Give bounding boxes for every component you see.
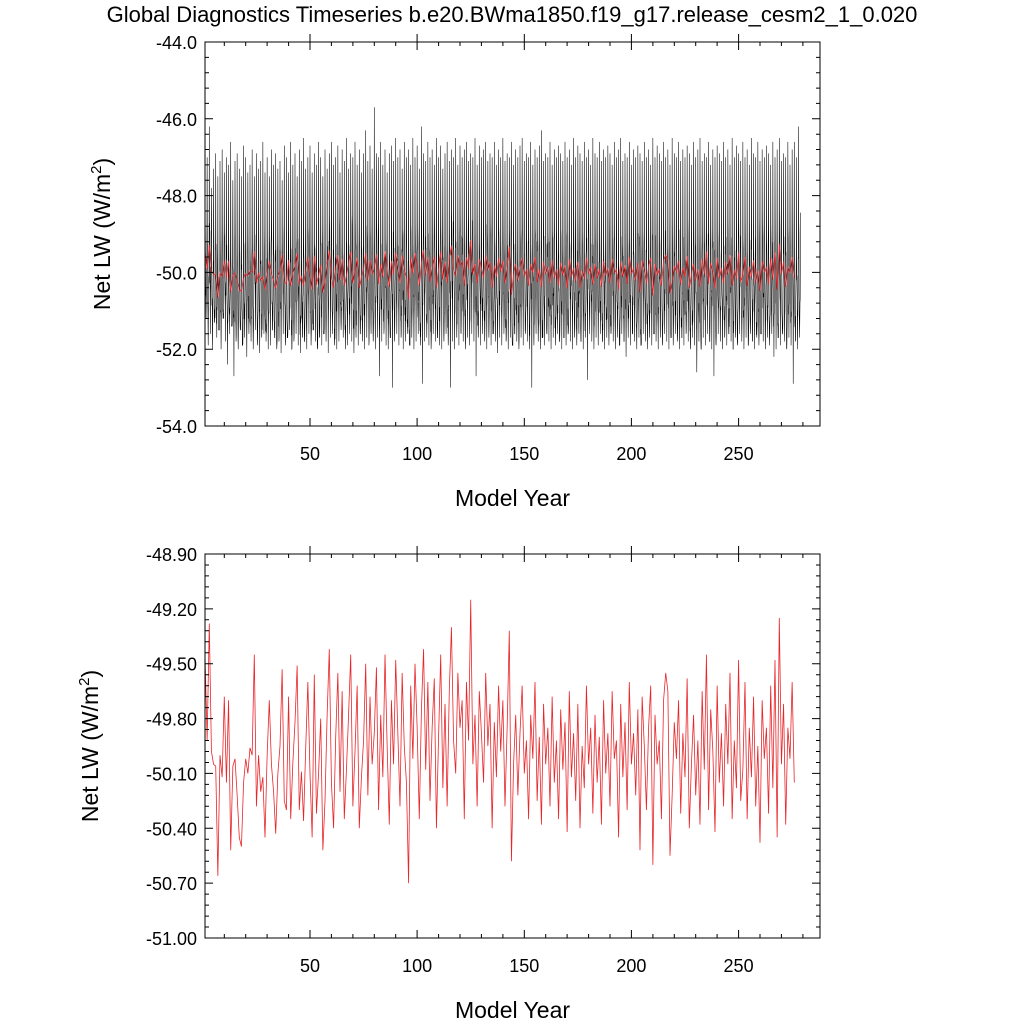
annual-series: [204, 239, 795, 300]
x-tick-label: 200: [616, 956, 646, 976]
page-title: Global Diagnostics Timeseries b.e20.BWma…: [106, 2, 918, 27]
bottom-x-axis-label: Model Year: [455, 997, 570, 1023]
top-x-tick-labels: 50 100 150 200 250: [300, 444, 754, 464]
monthly-series: [204, 107, 801, 388]
annual-line: [204, 599, 795, 884]
y-tick-label: -48.0: [156, 187, 197, 207]
y-tick-label: -50.70: [146, 874, 197, 894]
x-tick-label: 250: [724, 444, 754, 464]
x-tick-label: 50: [300, 956, 320, 976]
x-tick-label: 100: [402, 444, 432, 464]
x-tick-label: 200: [616, 444, 646, 464]
y-tick-label: -49.20: [146, 600, 197, 620]
y-tick-label: -51.00: [146, 929, 197, 949]
tick-marks: [205, 34, 820, 427]
bottom-panel: 50 100 150 200 250 -51.00-50.70-50.40-50.10-…: [76, 545, 821, 1023]
y-tick-label: -49.50: [146, 655, 197, 675]
annual-series: [204, 599, 795, 884]
x-tick-label: 100: [402, 956, 432, 976]
y-tick-label: -44.0: [156, 33, 197, 53]
bottom-x-tick-labels: 50 100 150 200 250: [300, 956, 754, 976]
x-tick-label: 250: [724, 956, 754, 976]
y-tick-label: -49.80: [146, 710, 197, 730]
y-tick-label: -50.0: [156, 263, 197, 283]
y-tick-label: -54.0: [156, 417, 197, 437]
top-panel: 50 100 150 200 250 -54.0 -52.0 -50.0 -48.0 -46.0…: [88, 33, 821, 511]
monthly-line: [204, 107, 801, 388]
y-tick-label: -48.90: [146, 545, 197, 565]
bottom-y-axis-label: Net LW (W/m2): [76, 670, 103, 822]
x-tick-label: 50: [300, 444, 320, 464]
top-plot-frame: [204, 41, 821, 427]
y-tick-label: -52.0: [156, 340, 197, 360]
y-tick-label: -50.40: [146, 819, 197, 839]
top-y-tick-labels: -54.0 -52.0 -50.0 -48.0 -46.0 -44.0: [156, 33, 197, 437]
tick-marks: [205, 546, 820, 939]
bottom-plot-frame: [204, 553, 821, 939]
annual-line: [204, 239, 795, 300]
top-axis-ticks: [205, 34, 820, 427]
bottom-axis-ticks: [205, 546, 820, 939]
bottom-y-tick-labels: -51.00 -50.70 -50.40 -50.10 -49.80 -49.50 -49.…: [146, 545, 197, 949]
top-y-axis-label: Net LW (W/m2): [88, 158, 115, 310]
top-x-axis-label: Model Year: [455, 485, 570, 511]
x-tick-label: 150: [509, 956, 539, 976]
x-tick-label: 150: [509, 444, 539, 464]
y-tick-label: -50.10: [146, 764, 197, 784]
y-tick-label: -46.0: [156, 110, 197, 130]
